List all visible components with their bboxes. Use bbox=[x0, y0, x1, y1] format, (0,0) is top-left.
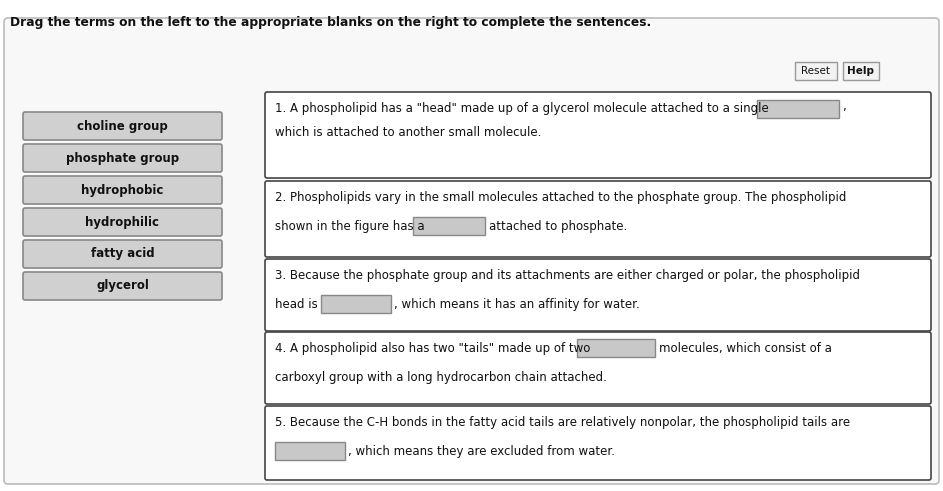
FancyBboxPatch shape bbox=[23, 272, 222, 300]
Text: glycerol: glycerol bbox=[96, 279, 149, 293]
FancyBboxPatch shape bbox=[23, 176, 222, 204]
FancyBboxPatch shape bbox=[23, 112, 222, 140]
Text: molecules, which consist of a: molecules, which consist of a bbox=[659, 342, 832, 355]
Bar bbox=[413, 217, 485, 235]
Text: 1. A phospholipid has a "head" made up of a glycerol molecule attached to a sing: 1. A phospholipid has a "head" made up o… bbox=[275, 102, 769, 115]
FancyBboxPatch shape bbox=[265, 92, 931, 178]
Text: 2. Phospholipids vary in the small molecules attached to the phosphate group. Th: 2. Phospholipids vary in the small molec… bbox=[275, 191, 847, 204]
Text: shown in the figure has a: shown in the figure has a bbox=[275, 220, 424, 233]
Text: phosphate group: phosphate group bbox=[66, 152, 179, 164]
FancyBboxPatch shape bbox=[265, 332, 931, 404]
FancyBboxPatch shape bbox=[265, 259, 931, 331]
Text: ,: , bbox=[842, 100, 846, 113]
Text: Help: Help bbox=[848, 66, 874, 76]
FancyBboxPatch shape bbox=[23, 240, 222, 268]
FancyBboxPatch shape bbox=[4, 18, 939, 484]
Text: , which means it has an affinity for water.: , which means it has an affinity for wat… bbox=[394, 298, 639, 311]
Bar bbox=[275, 442, 345, 460]
Text: 5. Because the C-H bonds in the fatty acid tails are relatively nonpolar, the ph: 5. Because the C-H bonds in the fatty ac… bbox=[275, 416, 851, 429]
Bar bbox=[757, 100, 839, 118]
FancyBboxPatch shape bbox=[265, 181, 931, 257]
Text: 3. Because the phosphate group and its attachments are either charged or polar, : 3. Because the phosphate group and its a… bbox=[275, 269, 860, 282]
Text: carboxyl group with a long hydrocarbon chain attached.: carboxyl group with a long hydrocarbon c… bbox=[275, 371, 607, 384]
Text: Drag the terms on the left to the appropriate blanks on the right to complete th: Drag the terms on the left to the approp… bbox=[10, 16, 652, 28]
Bar bbox=[795, 62, 837, 80]
Text: choline group: choline group bbox=[77, 119, 168, 133]
FancyBboxPatch shape bbox=[265, 406, 931, 480]
Bar bbox=[321, 295, 391, 313]
Bar bbox=[577, 339, 655, 357]
FancyBboxPatch shape bbox=[23, 144, 222, 172]
Text: , which means they are excluded from water.: , which means they are excluded from wat… bbox=[348, 445, 615, 458]
Bar bbox=[843, 62, 879, 80]
FancyBboxPatch shape bbox=[23, 208, 222, 236]
Text: attached to phosphate.: attached to phosphate. bbox=[489, 220, 627, 233]
Text: which is attached to another small molecule.: which is attached to another small molec… bbox=[275, 126, 541, 139]
Text: Reset: Reset bbox=[802, 66, 831, 76]
Text: head is: head is bbox=[275, 298, 318, 311]
Text: 4. A phospholipid also has two "tails" made up of two: 4. A phospholipid also has two "tails" m… bbox=[275, 342, 590, 355]
Text: hydrophobic: hydrophobic bbox=[81, 184, 164, 196]
Text: hydrophilic: hydrophilic bbox=[86, 216, 159, 228]
Text: fatty acid: fatty acid bbox=[91, 247, 155, 261]
